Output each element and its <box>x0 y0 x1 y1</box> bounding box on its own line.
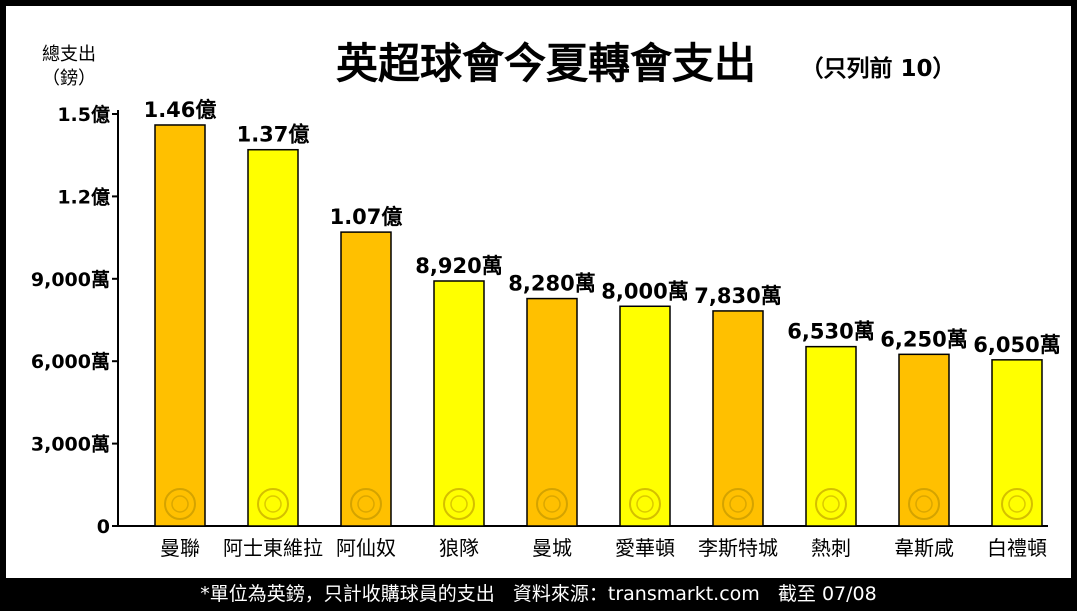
chart-subtitle: （只列前 10） <box>800 55 955 82</box>
bar-data-label: 6,250萬 <box>880 327 967 351</box>
footer-date: 截至 07/08 <box>777 583 877 605</box>
bar <box>154 124 206 527</box>
bar-data-label: 6,050萬 <box>973 333 1060 357</box>
bar-data-label: 8,000萬 <box>601 279 688 303</box>
bar <box>712 310 764 527</box>
everton-crest-icon <box>629 488 661 520</box>
aston-villa-crest-icon <box>257 488 289 520</box>
y-tick-label: 1.5億 <box>57 103 110 126</box>
west-ham-crest-icon-inner <box>915 495 933 513</box>
bar <box>433 280 485 527</box>
wolves-crest-icon-inner <box>450 495 468 513</box>
bar <box>526 297 578 527</box>
bar <box>247 148 299 527</box>
bar-data-label: 1.07億 <box>330 205 403 229</box>
y-axis-label: 總支出 <box>42 44 96 65</box>
west-ham-crest-icon <box>908 488 940 520</box>
brighton-crest-icon-inner <box>1008 495 1026 513</box>
chart-title: 英超球會今夏轉會支出 <box>336 39 756 88</box>
bar-data-label: 1.37億 <box>237 123 310 147</box>
bar <box>619 305 671 527</box>
x-category-label: 愛華頓 <box>615 536 675 560</box>
x-category-label: 白禮頓 <box>987 536 1047 560</box>
wolves-crest-icon <box>443 488 475 520</box>
bar-chart: 英超球會今夏轉會支出 （只列前 10） 總支出 （鎊） 0 3,000萬 6,000… <box>31 39 1061 560</box>
bar <box>340 231 392 527</box>
bar <box>991 359 1043 527</box>
y-tick-label: 3,000萬 <box>31 434 110 456</box>
bar <box>898 353 950 527</box>
bar-data-label: 7,830萬 <box>694 284 781 308</box>
bar-data-label: 8,920萬 <box>415 254 502 278</box>
x-category-label: 李斯特城 <box>698 536 778 560</box>
arsenal-crest-icon <box>350 488 382 520</box>
leicester-crest-icon <box>722 488 754 520</box>
x-category-label: 曼聯 <box>160 536 200 560</box>
brighton-crest-icon <box>1001 488 1033 520</box>
bar-data-label: 1.46億 <box>144 98 217 122</box>
aston-villa-crest-icon-inner <box>264 495 282 513</box>
tottenham-crest-icon <box>815 488 847 520</box>
bar <box>805 345 857 527</box>
y-tick-label: 9,000萬 <box>31 269 110 291</box>
x-category-label: 狼隊 <box>439 536 479 560</box>
bar-data-label: 8,280萬 <box>508 272 595 296</box>
x-category-label: 阿仙奴 <box>336 536 396 560</box>
footer-unit-note: *單位為英鎊，只計收購球員的支出 <box>200 583 495 605</box>
x-category-label: 阿士東維拉 <box>223 536 323 560</box>
y-tick-label: 6,000萬 <box>31 351 110 373</box>
footer-source: 資料來源：transmarkt.com <box>512 583 760 605</box>
arsenal-crest-icon-inner <box>357 495 375 513</box>
y-tick-label: 0 <box>97 516 110 538</box>
man-city-crest-icon <box>536 488 568 520</box>
x-category-label: 韋斯咸 <box>894 536 954 560</box>
everton-crest-icon-inner <box>636 495 654 513</box>
man-city-crest-icon-inner <box>543 495 561 513</box>
bar-data-label: 6,530萬 <box>787 320 874 344</box>
leicester-crest-icon-inner <box>729 495 747 513</box>
man-utd-crest-icon-inner <box>171 495 189 513</box>
man-utd-crest-icon <box>164 488 196 520</box>
x-category-label: 曼城 <box>532 536 572 560</box>
footer-note: *單位為英鎊，只計收購球員的支出 資料來源：transmarkt.com 截至 … <box>0 578 1077 611</box>
y-axis-unit: （鎊） <box>42 68 96 89</box>
tottenham-crest-icon-inner <box>822 495 840 513</box>
x-category-label: 熱刺 <box>811 536 851 560</box>
chart-panel: 英超球會今夏轉會支出 （只列前 10） 總支出 （鎊） 0 3,000萬 6,000… <box>6 6 1071 578</box>
y-tick-label: 1.2億 <box>57 185 110 208</box>
